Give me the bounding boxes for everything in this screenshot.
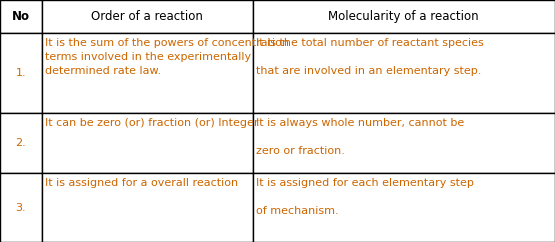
Text: 1.: 1.: [16, 68, 26, 78]
Text: Molecularity of a reaction: Molecularity of a reaction: [329, 10, 479, 23]
Bar: [253, 33, 555, 113]
Bar: [0, 173, 42, 242]
Bar: [42, 33, 253, 113]
Bar: [0, 0, 42, 33]
Bar: [0, 33, 42, 113]
Bar: [0, 113, 42, 173]
Bar: [253, 173, 555, 242]
Bar: [42, 0, 253, 33]
Bar: [253, 0, 555, 33]
Text: 2.: 2.: [16, 138, 26, 148]
Text: No: No: [12, 10, 30, 23]
Text: It is assigned for a overall reaction: It is assigned for a overall reaction: [45, 178, 238, 188]
Text: It is the total number of reactant species

that are involved in an elementary s: It is the total number of reactant speci…: [256, 38, 483, 76]
Text: 3.: 3.: [16, 203, 26, 212]
Text: It is always whole number, cannot be

zero or fraction.: It is always whole number, cannot be zer…: [256, 118, 464, 156]
Text: It can be zero (or) fraction (or) Integer: It can be zero (or) fraction (or) Intege…: [45, 118, 259, 128]
Text: Order of a reaction: Order of a reaction: [91, 10, 203, 23]
Bar: [42, 113, 253, 173]
Text: It is assigned for each elementary step

of mechanism.: It is assigned for each elementary step …: [256, 178, 474, 216]
Bar: [253, 113, 555, 173]
Bar: [42, 173, 253, 242]
Text: It is the sum of the powers of concentration
terms involved in the experimentall: It is the sum of the powers of concentra…: [45, 38, 289, 76]
